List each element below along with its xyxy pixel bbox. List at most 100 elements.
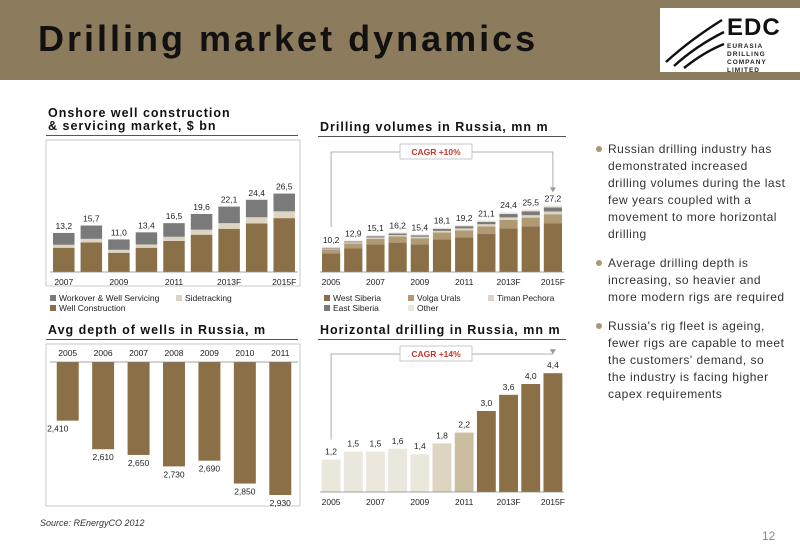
logo-subtitle: EURASIA DRILLING COMPANY LIMITED (727, 43, 800, 75)
chart4-bar (410, 454, 430, 492)
chart4-tick-label: 2013F (496, 497, 520, 507)
logo (660, 8, 800, 72)
bullet-text: Russia's rig fleet is ageing, fewer rigs… (608, 319, 785, 401)
chart2-legend-label: Volga Urals (417, 293, 460, 303)
chart2-bar-segment (499, 228, 518, 272)
chart4-tick-label: 2015F (541, 497, 565, 507)
chart1-bar-segment (53, 232, 75, 245)
bullet-dot-icon (596, 146, 602, 152)
logo-swoosh-icon (665, 18, 725, 69)
chart1-value-label: 11,0 (111, 227, 127, 237)
bullet-dot-icon (596, 323, 602, 329)
chart2-bar-segment (321, 249, 341, 254)
chart4-tick-label: 2009 (410, 497, 429, 507)
chart4-tick-label: 2007 (366, 497, 385, 507)
chart1-bar-segment (245, 217, 268, 224)
chart1-legend-label: Sidetracking (185, 293, 232, 303)
chart4-bar (476, 411, 496, 492)
chart2-bar-segment (521, 217, 540, 227)
chart2-bar-segment (366, 235, 385, 237)
chart2-tick-label: 2009 (410, 277, 429, 287)
bullet-item: Russian drilling industry has demonstrat… (596, 141, 786, 243)
chart1-bar-segment (135, 244, 158, 248)
chart4-value-label: 4,4 (547, 360, 559, 370)
chart2-bar-segment (321, 247, 341, 249)
chart2-bar-segment (455, 230, 474, 238)
chart1-value-label: 24,4 (248, 188, 265, 198)
chart1-bar-segment (163, 236, 185, 241)
chart1-title-line1: Onshore well construction (48, 106, 231, 120)
chart1-value-label: 13,2 (56, 221, 73, 231)
chart2-bar-segment (543, 211, 563, 215)
chart2-value-label: 25,5 (522, 198, 539, 208)
bullet-text: Average drilling depth is increasing, so… (608, 256, 785, 304)
chart1-bar-segment (163, 223, 185, 237)
chart4-value-label: 1,8 (436, 430, 448, 440)
chart2-bar-segment (477, 226, 496, 235)
chart2-value-label: 15,1 (367, 223, 384, 233)
chart1-legend-label: Well Construction (59, 303, 126, 313)
chart2-title: Drilling volumes in Russia, mn m (320, 120, 549, 134)
chart2-bar-segment (455, 237, 474, 272)
chart3-tick-label: 2009 (200, 348, 219, 358)
chart2-cagr-arrow-icon (549, 187, 556, 193)
chart2-bar-segment (499, 217, 518, 220)
chart1-value-label: 13,4 (138, 220, 155, 230)
chart4-bar (343, 451, 363, 492)
chart1-title: Onshore well construction & servicing ma… (48, 107, 231, 133)
chart3-bar (163, 362, 185, 467)
chart2-legend-label: West Siberia (333, 293, 381, 303)
chart1-bar-segment (190, 229, 213, 235)
chart1-bar-segment (53, 247, 75, 272)
chart2-value-label: 10,2 (323, 235, 340, 245)
chart3-tick-label: 2005 (58, 348, 77, 358)
chart2-bar-segment (344, 241, 363, 243)
chart1-tick-label: 2011 (165, 277, 184, 287)
chart2-value-label: 15,4 (412, 222, 429, 232)
chart1-legend-swatch (50, 305, 56, 311)
chart2-legend-label: Timan Pechora (497, 293, 555, 303)
source-note: Source: REnergyCO 2012 (40, 518, 145, 528)
chart2-bar-segment (521, 226, 540, 272)
chart-drilling-volumes: 10,2 12,9 15,1 16,2 15,4 18,1 19,2 21,1 24,4 25,5… (320, 143, 565, 313)
chart2-value-label: 27,2 (545, 193, 562, 203)
chart3-bar (127, 362, 150, 455)
chart4-value-label: 1,6 (392, 436, 404, 446)
chart2-cagr-label: CAGR +10% (411, 147, 461, 157)
chart1-bar-segment (273, 211, 295, 219)
chart2-bar-segment (543, 205, 563, 208)
chart4-value-label: 4,0 (525, 371, 537, 381)
chart4-value-label: 1,2 (325, 447, 337, 457)
chart2-bar-segment (543, 223, 563, 272)
chart2-tick-label: 2005 (322, 277, 341, 287)
chart1-bar-segment (80, 238, 103, 243)
chart2-bar-segment (344, 242, 363, 244)
chart3-title-rule (46, 339, 298, 340)
chart3-bar (269, 362, 292, 495)
chart1-bar-segment (80, 242, 103, 272)
chart2-bar-segment (410, 234, 429, 236)
chart1-tick-label: 2013F (217, 277, 241, 287)
chart2-bar-segment (432, 227, 452, 229)
bullet-list: Russian drilling industry has demonstrat… (596, 141, 786, 415)
chart3-bar (198, 362, 221, 461)
chart2-legend-label: East Siberia (333, 303, 379, 313)
chart2-bar-segment (455, 228, 474, 231)
chart3-tick-label: 2008 (165, 348, 184, 358)
chart2-tick-label: 2011 (455, 277, 474, 287)
chart3-bar (233, 362, 256, 484)
chart4-bar (543, 373, 563, 492)
chart3-tick-label: 2011 (271, 348, 290, 358)
chart3-title: Avg depth of wells in Russia, m (48, 323, 267, 337)
chart1-bar-segment (80, 225, 103, 239)
chart1-bar-segment (135, 247, 158, 272)
chart1-bar-segment (218, 223, 240, 229)
chart2-bar-segment (344, 240, 363, 242)
chart1-bar-segment (163, 240, 185, 272)
chart4-cagr-label: CAGR +14% (411, 349, 461, 359)
chart2-legend-swatch (488, 295, 494, 301)
chart1-bar-segment (273, 193, 295, 212)
chart2-bar-segment (321, 248, 341, 250)
chart1-value-label: 16,5 (166, 211, 183, 221)
chart2-tick-label: 2015F (541, 277, 565, 287)
